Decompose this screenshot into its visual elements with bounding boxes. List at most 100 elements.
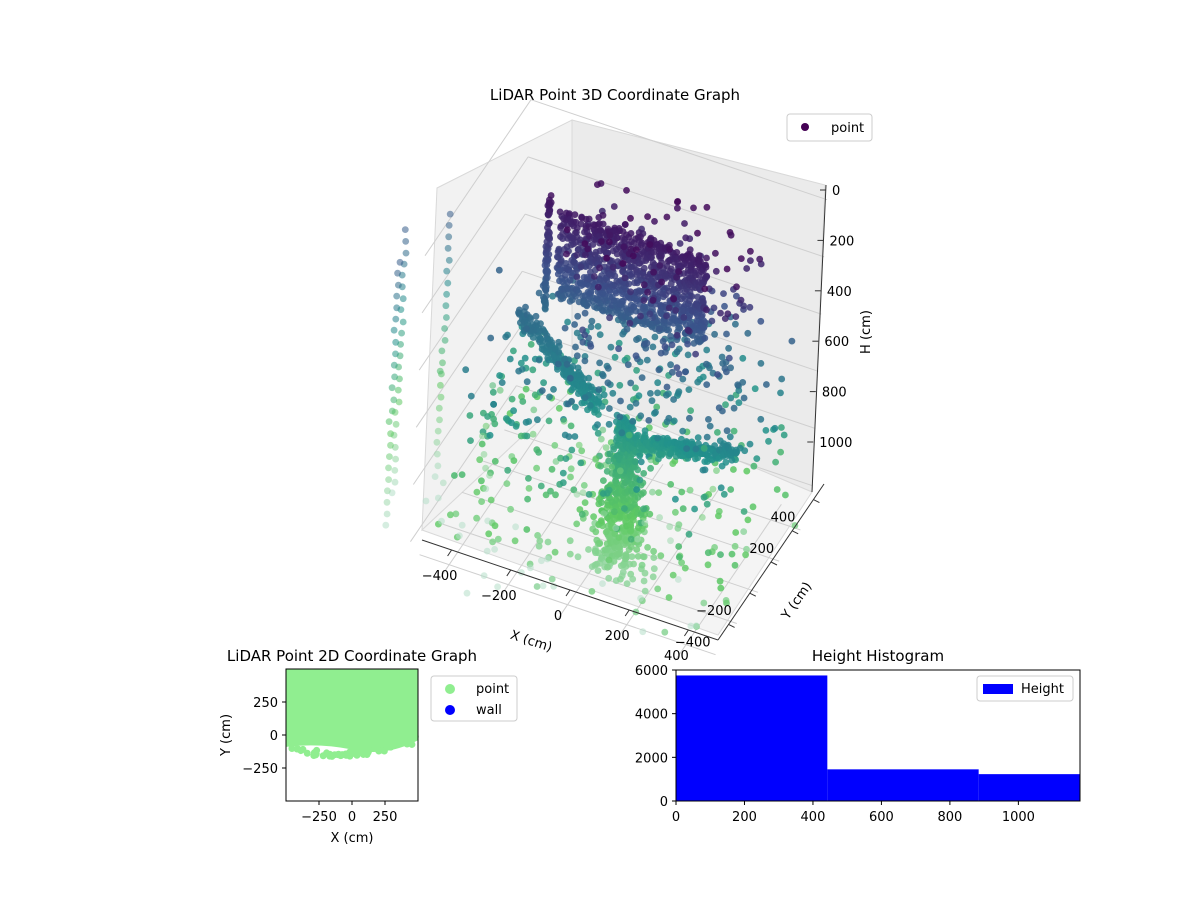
grid-left-z [412,328,520,485]
histogram-bar [978,774,1080,801]
lidar-point-3d [666,523,674,531]
yh-tick-label: 6000 [635,664,668,679]
lidar-point-3d [655,366,663,374]
lidar-point-3d [688,293,696,300]
lidar-point-3d [705,416,712,423]
lidar-point-3d [623,580,631,587]
lidar-point-3d [596,540,603,547]
lidar-point-3d [731,561,739,569]
lidar-point-3d [388,384,396,392]
lidar-point-3d [498,379,506,386]
lidar-point-3d [747,247,754,255]
lidar-point-3d [722,401,729,409]
y-tick [770,561,778,566]
lidar-point-3d [643,339,651,347]
lidar-point-3d [683,445,690,452]
lidar-point-3d [588,588,596,595]
lidar-point-3d [616,381,624,389]
lidar-point-3d [504,466,512,474]
lidar-point-3d [525,485,533,492]
lidar-point-3d [628,423,636,431]
lidar-point-3d [571,259,579,267]
lidar-point-3d [672,307,680,314]
lidar-point-3d [599,580,606,587]
lidar-point-3d [778,424,785,431]
lidar-point-3d [627,543,635,551]
lidar-point-3d [650,268,657,276]
lidar-point-3d [740,302,747,310]
lidar-point-3d [602,528,610,536]
lidar-point-3d [436,416,443,424]
lidar-point-3d [606,231,614,239]
lidar-point-3d [600,391,608,399]
lidar-point-3d [585,374,593,382]
lidar-point-3d [703,433,711,441]
lidar-point-3d [771,424,779,432]
lidar-point-3d [392,455,399,463]
lidar-point-3d [703,500,711,508]
lidar-point-3d [598,499,605,506]
lidar-point-3d [719,407,726,415]
lidar-point-3d [596,264,603,272]
lidar-point-3d [592,455,600,462]
lidar-point-3d [750,462,758,470]
grid-left-z [415,271,523,428]
lidar-point-3d [632,246,640,254]
lidar-point-3d [711,442,718,450]
histogram-bar [827,769,979,801]
lidar-point-3d [494,535,502,543]
legend-3d: point [786,113,873,142]
lidar-point-3d [627,288,634,296]
lidar-point-3d [694,434,702,441]
lidar-point-3d [739,354,747,362]
lidar-point-2d [401,736,409,744]
lidar-point-3d [383,510,391,518]
lidar-point-3d [637,511,645,518]
lidar-point-3d [604,379,612,387]
lidar-point-3d [581,499,589,506]
lidar-point-3d [640,470,648,477]
lidar-point-3d [733,292,740,300]
lidar-point-3d [619,330,627,338]
lidar-point-3d [650,554,658,561]
lidar-point-3d [522,385,530,393]
lidar-point-3d [502,333,510,341]
lidar-point-3d [529,334,537,341]
lidar-point-3d [385,476,392,483]
lidar-point-2d [313,746,321,754]
lidar-point-3d [653,403,661,411]
lidar-point-3d [679,427,687,435]
lidar-point-3d [744,329,752,337]
lidar-point-3d [670,396,677,403]
lidar-point-3d [512,423,520,430]
lidar-point-3d [480,572,488,579]
lidar-point-3d [633,367,640,374]
lidar-point-3d [592,528,600,536]
lidar-point-3d [605,457,612,465]
lidar-point-3d [706,455,714,463]
lidar-point-3d [743,265,751,272]
lidar-point-3d [491,457,499,465]
lidar-point-3d [633,546,641,553]
lidar-point-3d [641,569,649,577]
lidar-point-3d [648,397,656,405]
lidar-point-3d [445,233,453,241]
lidar-point-3d [627,535,635,543]
lidar-point-3d [606,314,613,322]
lidar-point-3d [594,181,601,189]
lidar-point-3d [650,565,658,573]
lidar-point-3d [524,495,531,503]
lidar-point-3d [708,317,716,325]
lidar-point-3d [656,262,664,269]
lidar-point-3d [684,340,691,348]
lidar-point-3d [391,373,398,381]
lidar-point-3d [557,256,565,264]
lidar-point-3d [395,398,403,406]
lidar-point-3d [600,477,607,484]
lidar-point-3d [627,379,635,387]
lidar-point-3d [523,378,531,386]
lidar-point-3d [673,249,681,256]
lidar-point-3d [639,553,647,560]
lidar-point-3d [534,416,541,424]
lidar-point-3d [624,361,632,369]
